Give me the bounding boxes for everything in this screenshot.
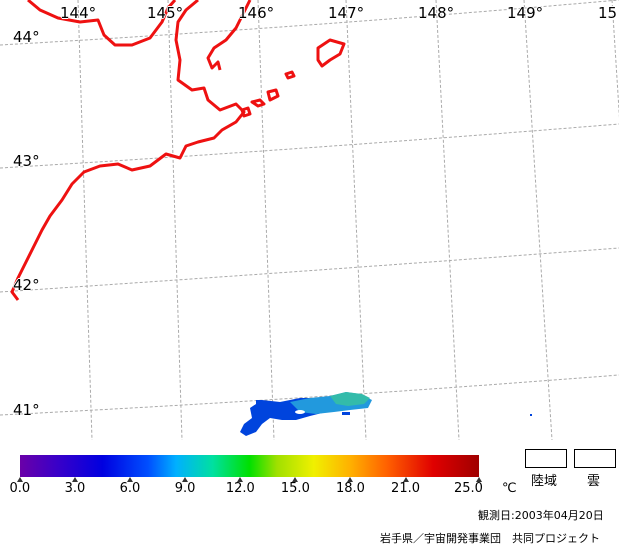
colorbar-tick-label: 25.0 [454,481,483,496]
lat-label-43: 43° [13,152,40,170]
colorbar-tick-label: 6.0 [119,481,141,496]
colorbar-tick-mark [72,477,79,482]
meridian-148 [435,0,460,440]
meridian-146 [257,0,275,440]
meridian-150 [611,0,619,118]
colorbar-tick-mark [237,477,244,482]
colorbar-tick-mark [347,477,354,482]
lon-label-147: 147° [328,4,365,22]
nemuro-coast [10,0,246,301]
lat-label-41: 41° [13,401,40,419]
colorbar-tick-label: 9.0 [174,481,196,496]
meridian-144 [77,0,93,440]
habomai-islets [240,70,296,118]
parallel-43 [0,123,619,169]
lon-label-150: 15 [598,4,618,22]
colorbar-tick-label: 18.0 [335,481,365,496]
colorbar-tick-mark [127,477,134,482]
lon-label-145: 145° [147,4,184,22]
colorbar-tick-mark [402,477,409,482]
lon-label-144: 144° [60,4,97,22]
sst-data-patch [240,392,532,436]
meridian-147 [345,0,367,440]
meridian-145 [167,0,183,440]
colorbar-tick-label: 3.0 [64,481,86,496]
shiretoko-peninsula [206,0,252,71]
meridian-grid [77,0,619,440]
colorbar-tick-label: 21.0 [391,481,420,496]
colorbar-tick-mark [17,477,23,482]
colorbar-tick-mark [476,477,482,482]
credit-line: 岩手県／宇宙開発事業団 共同プロジェクト [380,532,600,545]
temperature-colorbar [20,455,479,477]
coastline [10,0,346,301]
land-legend-swatch [525,449,567,468]
cloud-legend-label: 雲 [587,474,601,489]
parallel-41 [0,374,619,416]
meridian-149 [523,0,553,440]
sst-speck-3 [530,414,532,416]
colorbar-tick-mark [292,477,299,482]
hokkaido-north-coast [27,0,177,47]
sst-speck-1 [256,400,262,404]
sst-region-high [330,392,370,406]
parallel-42 [0,247,619,293]
lat-label-42: 42° [13,276,40,294]
parallel-44 [0,0,619,46]
colorbar-tick-label: 0.0 [9,481,31,496]
kunashiri-island [316,38,346,68]
parallel-grid [0,0,619,416]
lon-label-148: 148° [418,4,455,22]
colorbar-tick-mark [182,477,189,482]
map-canvas [0,0,619,440]
colorbar-unit: ℃ [502,481,517,496]
observation-date: 観測日:2003年04月20日 [478,509,604,522]
cloud-legend-swatch [574,449,616,468]
colorbar-tick-label: 12.0 [225,481,255,496]
colorbar-tick-label: 15.0 [280,481,310,496]
lat-label-44: 44° [13,28,40,46]
lon-label-146: 146° [238,4,275,22]
cloud-gap-1 [295,410,305,414]
sst-speck-2 [342,412,350,415]
lon-label-149: 149° [507,4,544,22]
land-legend-label: 陸域 [531,474,558,489]
